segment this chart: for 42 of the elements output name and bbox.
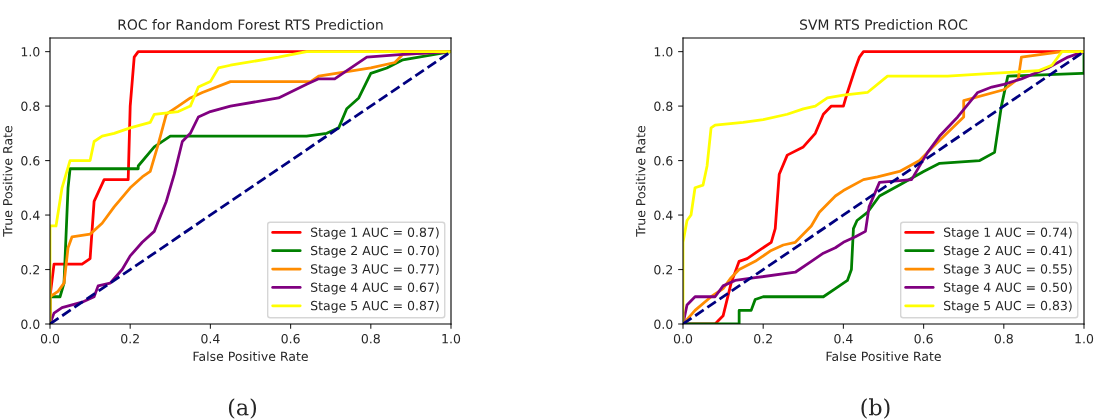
legend-label: Stage 1 AUC = 0.87)	[311, 227, 439, 240]
y-tick-label: 0.8	[654, 101, 673, 112]
x-tick-label: 0.2	[121, 333, 139, 344]
x-tick-label: 0.8	[361, 333, 380, 344]
legend-label: Stage 5 AUC = 0.83)	[944, 300, 1072, 313]
x-tick-label: 0.4	[834, 333, 853, 344]
chart-title: ROC for Random Forest RTS Prediction	[118, 19, 383, 30]
x-tick-label: 0.8	[994, 333, 1013, 344]
legend-label: Stage 4 AUC = 0.50)	[944, 282, 1072, 295]
y-tick-label: 1.0	[21, 47, 40, 57]
legend-label: Stage 4 AUC = 0.67)	[311, 282, 439, 295]
y-tick-label: 0.8	[21, 101, 40, 112]
x-axis-title: False Positive Rate	[193, 351, 308, 362]
x-axis-title: False Positive Rate	[826, 351, 941, 362]
y-axis-title: True Positive Rate	[2, 126, 13, 237]
y-tick-label: 0.2	[654, 265, 673, 275]
x-tick-label: 1.0	[442, 333, 461, 344]
x-tick-label: 0.2	[754, 333, 772, 344]
y-tick-label: 0.4	[21, 210, 40, 220]
text: (a)	[228, 398, 257, 419]
y-tick-label: 0.6	[21, 156, 40, 166]
x-tick-label: 0.0	[40, 333, 60, 344]
x-tick-label: 1.0	[1075, 333, 1094, 344]
y-tick-label: 0.4	[654, 210, 673, 220]
y-tick-label: 0.0	[654, 319, 673, 329]
chart-title: SVM RTS Prediction ROC	[800, 19, 968, 30]
y-tick-label: 1.0	[654, 47, 673, 57]
legend-label: Stage 3 AUC = 0.77)	[311, 263, 439, 277]
text: (b)	[861, 398, 890, 419]
y-tick-label: 0.0	[21, 319, 40, 329]
legend-label: Stage 2 AUC = 0.70)	[311, 245, 439, 258]
legend-label: Stage 1 AUC = 0.74)	[944, 227, 1072, 240]
x-tick-label: 0.0	[673, 333, 693, 344]
legend-label: Stage 5 AUC = 0.87)	[311, 300, 439, 313]
x-tick-label: 0.6	[914, 333, 933, 344]
x-tick-label: 0.6	[281, 333, 300, 344]
y-tick-label: 0.6	[654, 156, 673, 166]
x-tick-label: 0.4	[201, 333, 220, 344]
y-axis-title: True Positive Rate	[635, 126, 646, 237]
y-tick-label: 0.2	[21, 265, 40, 275]
legend-label: Stage 3 AUC = 0.55)	[944, 263, 1072, 277]
legend-label: Stage 2 AUC = 0.41)	[944, 245, 1072, 258]
